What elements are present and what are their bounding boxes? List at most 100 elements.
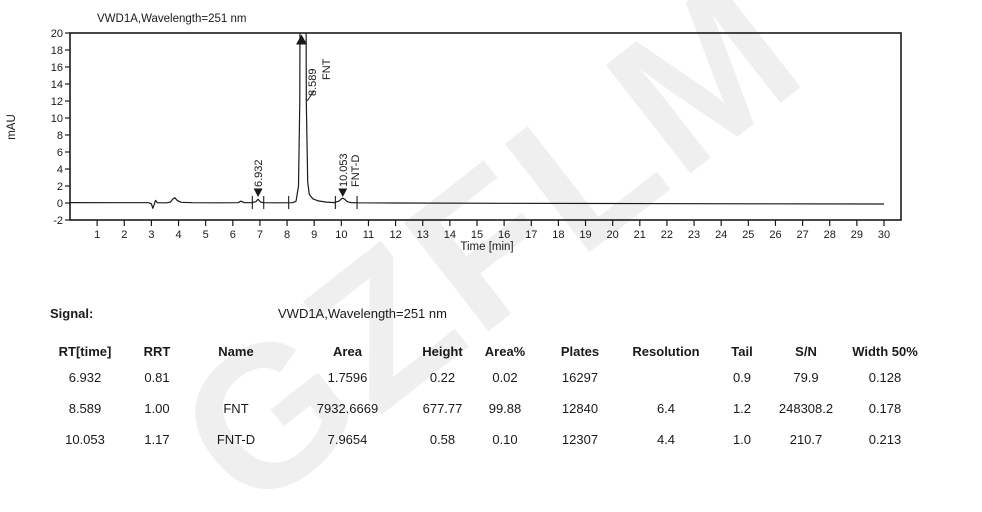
chromatogram-plot: VWD1A,Wavelength=251 nm mAU Time [min] 2…	[6, 13, 902, 253]
table-cell: 79.9	[793, 370, 819, 385]
y-tick-label: 6	[57, 147, 63, 159]
table-cell: 6.932	[68, 370, 102, 385]
peak-rt-label: 10.053	[338, 153, 350, 187]
x-tick-label: 25	[742, 229, 754, 241]
signal-label: Signal:	[50, 306, 94, 321]
table-cell: 0.128	[868, 370, 902, 385]
signal-value: VWD1A,Wavelength=251 nm	[278, 306, 447, 321]
table-header-row: RT[time] RRT Name Area Height Area% Plates Reso…	[48, 344, 930, 360]
table-cell: 0.213	[868, 432, 902, 447]
table-cell: 1.00	[144, 401, 170, 416]
table-cell: 0.58	[429, 432, 456, 447]
table-row: 8.589 1.00 FNT 7932.6669 677.77 99.88 12840 6.4…	[48, 401, 930, 417]
table-cell: 1.2	[732, 401, 752, 416]
table-row: 10.053 1.17 FNT-D 7.9654 0.58 0.10 12307 4.4 1.0…	[48, 432, 930, 448]
table-cell: 677.77	[422, 401, 463, 416]
table-cell: 0.81	[144, 370, 170, 385]
column-header: Tail	[731, 344, 753, 359]
table-cell: 210.7	[789, 432, 823, 447]
y-tick-label: 2	[57, 181, 63, 193]
table-cell	[192, 370, 280, 386]
peak-rt-label: 6.932	[253, 159, 265, 187]
x-tick-label: 24	[715, 229, 727, 241]
table-cell: FNT-D	[216, 432, 256, 447]
x-tick-label: 11	[363, 229, 374, 241]
column-header: Area%	[484, 344, 526, 359]
y-tick-label: 20	[51, 28, 63, 40]
table-cell: 0.178	[868, 401, 902, 416]
table-cell: FNT	[223, 401, 249, 416]
table-cell: 1.0	[732, 432, 752, 447]
column-header: Resolution	[632, 344, 700, 359]
table-cell: 10.053	[65, 432, 105, 447]
y-tick-label: 14	[51, 79, 63, 91]
x-tick-label: 1	[94, 229, 100, 241]
peak-rt-label: 8.589	[307, 68, 319, 96]
table-cell: 0.10	[492, 432, 518, 447]
y-tick-label: 0	[57, 198, 63, 210]
table-cell: 0.02	[492, 370, 518, 385]
table-cell: 8.589	[68, 401, 102, 416]
x-axis-title: Time [min]	[460, 241, 513, 253]
table-cell: 12840	[561, 401, 599, 416]
x-tick-label: 18	[552, 229, 564, 241]
column-header: S/N	[795, 344, 817, 359]
peak-apex-marker-down	[338, 188, 348, 197]
x-tick-label: 17	[525, 229, 537, 241]
table-cell: 7932.6669	[316, 401, 379, 416]
table-cell: 0.9	[732, 370, 752, 385]
column-header: RT[time]	[58, 344, 112, 359]
x-tick-label: 2	[121, 229, 127, 241]
column-header: RRT	[143, 344, 171, 359]
plot-border	[69, 32, 902, 221]
signal-row: Signal: VWD1A,Wavelength=251 nm	[48, 306, 930, 322]
y-tick-label: 16	[51, 62, 63, 74]
table-body: 6.932 0.81 1.7596 0.22 0.02 16297 0.9 79.9 0.128…	[48, 370, 930, 448]
table-cell: 6.4	[656, 401, 676, 416]
x-tick-label: 30	[878, 229, 890, 241]
x-tick-label: 22	[661, 229, 673, 241]
x-tick-label: 23	[688, 229, 700, 241]
x-tick-label: 14	[444, 229, 456, 241]
column-header: Height	[422, 344, 463, 359]
y-tick-label: 8	[57, 130, 63, 142]
x-tick-label: 26	[769, 229, 781, 241]
x-tick-label: 4	[175, 229, 181, 241]
peak-apex-marker-down	[253, 188, 263, 197]
signal-trace	[70, 33, 885, 209]
table-cell	[620, 370, 712, 386]
table-row: 6.932 0.81 1.7596 0.22 0.02 16297 0.9 79.9 0.128	[48, 370, 930, 386]
table-cell: 0.22	[429, 370, 456, 385]
peak-apex-marker-up	[296, 34, 308, 45]
x-tick-label: 12	[389, 229, 401, 241]
x-tick-label: 16	[498, 229, 510, 241]
peak-name-label: FNT	[321, 58, 333, 80]
x-tick-label: 15	[471, 229, 483, 241]
x-tick-label: 19	[579, 229, 591, 241]
y-tick-label: 12	[51, 96, 63, 108]
peak-results-section: Signal: VWD1A,Wavelength=251 nm RT[time]…	[48, 306, 930, 448]
column-header: Name	[218, 344, 254, 359]
table-cell: 248308.2	[778, 401, 834, 416]
table-cell: 1.7596	[327, 370, 368, 385]
peak-name-label: FNT-D	[350, 155, 362, 187]
table-cell: 7.9654	[327, 432, 368, 447]
x-tick-label: 6	[230, 229, 236, 241]
table-cell: 99.88	[488, 401, 522, 416]
y-axis-title: mAU	[6, 114, 18, 140]
y-tick-label: -2	[53, 215, 63, 227]
y-tick-label: 10	[51, 113, 63, 125]
x-tick-label: 20	[607, 229, 619, 241]
column-header: Plates	[560, 344, 600, 359]
chart-title: VWD1A,Wavelength=251 nm	[97, 13, 246, 25]
x-tick-label: 28	[824, 229, 836, 241]
table-cell: 1.17	[144, 432, 170, 447]
x-tick-label: 29	[851, 229, 863, 241]
table-cell: 16297	[561, 370, 599, 385]
x-tick-label: 21	[634, 229, 646, 241]
column-header: Width 50%	[852, 344, 918, 359]
y-tick-label: 18	[51, 45, 63, 57]
y-tick-label: 4	[57, 164, 63, 176]
x-tick-label: 10	[335, 229, 347, 241]
